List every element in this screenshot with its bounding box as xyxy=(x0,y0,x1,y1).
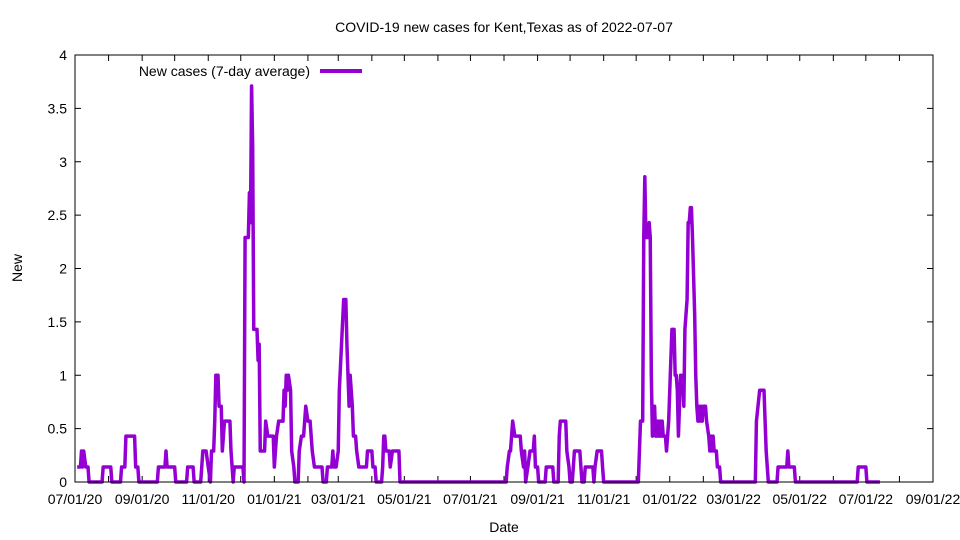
x-tick-label: 01/01/22 xyxy=(643,491,698,507)
series-layer xyxy=(77,84,880,484)
x-ticks: 07/01/20 09/01/20 11/01/20 01/01/21 03/01/21… xyxy=(48,55,960,507)
y-tick-label: 2.5 xyxy=(48,207,68,223)
x-tick-label: 01/01/21 xyxy=(247,491,302,507)
chart-title: COVID-19 new cases for Kent,Texas as of … xyxy=(335,19,673,35)
legend: New cases (7-day average) xyxy=(139,63,362,79)
y-tick-label: 3 xyxy=(59,154,67,170)
legend-label: New cases (7-day average) xyxy=(139,63,310,79)
x-axis-label: Date xyxy=(489,519,519,535)
x-tick-label: 05/01/21 xyxy=(377,491,432,507)
y-tick-label: 4 xyxy=(59,47,67,63)
y-tick-label: 2 xyxy=(59,261,67,277)
plot-frame xyxy=(74,54,934,483)
x-tick-label: 09/01/22 xyxy=(906,491,960,507)
y-tick-label: 0.5 xyxy=(48,421,68,437)
x-tick-label: 03/01/21 xyxy=(311,491,366,507)
x-tick-label: 07/01/20 xyxy=(48,491,103,507)
y-tick-label: 1.5 xyxy=(48,314,68,330)
x-tick-label: 07/01/22 xyxy=(839,491,894,507)
x-tick-label: 11/01/20 xyxy=(182,491,236,507)
x-tick-label: 05/01/22 xyxy=(773,491,828,507)
x-tick-label: 03/01/22 xyxy=(706,491,761,507)
x-tick-label: 09/01/21 xyxy=(510,491,565,507)
x-tick-label: 09/01/20 xyxy=(115,491,170,507)
series-line-0 xyxy=(77,84,880,484)
x-tick-label: 11/01/21 xyxy=(577,491,631,507)
x-tick-label: 07/01/21 xyxy=(443,491,498,507)
y-ticks: 0 0.5 1 1.5 2 2.5 3 3.5 4 xyxy=(48,47,933,490)
y-tick-label: 3.5 xyxy=(48,100,68,116)
y-tick-label: 1 xyxy=(59,367,67,383)
y-axis-label: New xyxy=(9,253,25,282)
y-tick-label: 0 xyxy=(59,474,67,490)
